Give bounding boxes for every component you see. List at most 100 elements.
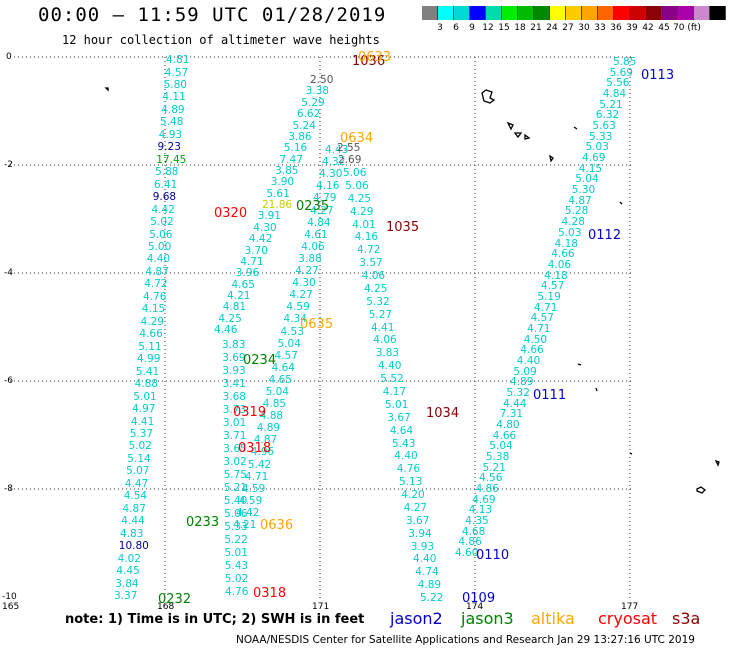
swh-value: 4.71 (240, 255, 264, 268)
lon-label: 165 (2, 602, 20, 612)
swh-value: 5.06 (224, 508, 248, 520)
swh-value: 5.43 (224, 560, 249, 572)
swh-value: 3.68 (222, 391, 246, 403)
track-time-label: 0635 (300, 317, 334, 332)
swh-value: 4.43 (325, 144, 349, 156)
swh-value: 5.02 (128, 440, 152, 453)
swh-value: 4.15 (141, 303, 166, 316)
islands (104, 87, 720, 494)
island-6 (577, 201, 720, 467)
swh-value: 5.37 (129, 428, 154, 440)
swh-value: 4.89 (256, 422, 281, 435)
swh-value: 4.27 (403, 501, 428, 514)
swh-value: 5.52 (380, 373, 404, 386)
swh-value: 4.74 (415, 566, 439, 579)
legend-label: 18 (514, 23, 526, 33)
swh-value: 3.01 (222, 417, 247, 429)
swh-value: 5.04 (277, 337, 301, 350)
sat-cryosat: cryosat (598, 609, 658, 628)
swh-value: 4.61 (304, 228, 328, 241)
lon-label: 177 (621, 602, 639, 612)
track-time-label: 0320 (214, 206, 248, 221)
swh-value: 5.07 (126, 465, 150, 478)
swh-value: 4.27 (310, 204, 334, 217)
swh-value: 4.25 (218, 312, 242, 325)
legend-swatch (710, 6, 726, 20)
swh-value: 5.43 (392, 437, 416, 450)
swh-value: 4.93 (158, 128, 183, 141)
swh-value: 5.28 (564, 205, 589, 218)
swh-value: 17.45 (156, 153, 187, 166)
swh-value: 5.21 (599, 98, 623, 111)
swh-value: 5.01 (224, 547, 248, 559)
lat-label: -2 (4, 160, 13, 170)
swh-value: 4.80 (496, 418, 520, 431)
swh-value: 5.33 (224, 521, 248, 533)
swh-value: 4.53 (280, 325, 304, 338)
swh-value: 4.69 (582, 152, 606, 165)
swh-value: 3.85 (275, 164, 299, 177)
legend-label: 3 (437, 23, 443, 33)
legend-swatch (646, 6, 662, 20)
swh-value: 4.40 (516, 354, 541, 367)
lon-label: 171 (312, 602, 330, 612)
swh-value: 4.27 (289, 289, 313, 302)
swh-value: 4.21 (227, 289, 251, 302)
swh-value: 4.81 (222, 301, 247, 314)
island-4 (104, 87, 109, 92)
legend-label: 39 (626, 23, 638, 33)
swh-value: 4.89 (510, 376, 534, 389)
track-time-label: 1034 (426, 406, 460, 421)
legend-swatch (470, 6, 486, 20)
swh-value: 4.72 (357, 244, 381, 257)
swh-value: 4.69 (472, 493, 496, 506)
swh-value: 3.94 (408, 527, 432, 540)
swh-value: 4.68 (461, 525, 486, 538)
track-time-label: 0634 (340, 131, 374, 146)
swh-value: 5.75 (223, 469, 247, 481)
lon-label: 168 (157, 602, 175, 612)
map-subtitle: 12 hour collection of altimeter wave hei… (62, 33, 380, 47)
swh-value: 5.11 (138, 340, 162, 353)
swh-value: 5.61 (266, 187, 290, 200)
swh-value: 9.23 (157, 141, 181, 154)
swh-value: 4.25 (347, 192, 372, 205)
swh-value: 5.03 (585, 141, 609, 154)
swh-value: 5.63 (592, 120, 616, 132)
swh-value: 4.84 (602, 88, 627, 100)
legend-label: 9 (469, 23, 475, 33)
swh-value: 3.84 (115, 577, 139, 590)
swh-value: 4.46 (214, 324, 238, 336)
swh-value: 4.50 (523, 333, 548, 346)
swh-value: 5.14 (127, 452, 151, 465)
swh-value: 4.59 (286, 301, 310, 314)
swh-value: 5.01 (133, 390, 157, 403)
swh-value: 3.70 (244, 244, 268, 257)
swh-value: 4.97 (132, 403, 156, 415)
swh-value: 5.29 (301, 96, 325, 109)
legend-label: 21 (530, 23, 542, 33)
legend-swatch (598, 6, 614, 20)
swh-value: 3.41 (222, 378, 246, 390)
lat-label: -8 (4, 484, 13, 494)
sat-s3a: s3a (672, 609, 701, 628)
swh-value: 4.66 (551, 248, 575, 261)
swh-value: 5.85 (613, 56, 637, 68)
swh-value: 4.44 (503, 397, 527, 410)
swh-value: 9.68 (152, 191, 177, 204)
swh-value: 4.42 (236, 506, 260, 519)
lat-label: 0 (6, 52, 12, 62)
swh-value: 6.41 (153, 178, 178, 191)
swh-value: 4.02 (117, 552, 141, 565)
swh-value: 5.41 (135, 365, 160, 378)
swh-value: 7.47 (279, 153, 303, 166)
legend-swatch (454, 6, 470, 20)
legend-swatch (486, 6, 502, 20)
legend-label: 30 (578, 23, 590, 33)
track-time-label: 0233 (186, 515, 220, 530)
swh-value: 5.32 (366, 295, 390, 308)
swh-value: 5.00 (147, 241, 172, 253)
swh-value: 3.73 (222, 404, 247, 416)
swh-value: 3.37 (114, 590, 138, 602)
swh-value: 5.40 (223, 495, 248, 507)
